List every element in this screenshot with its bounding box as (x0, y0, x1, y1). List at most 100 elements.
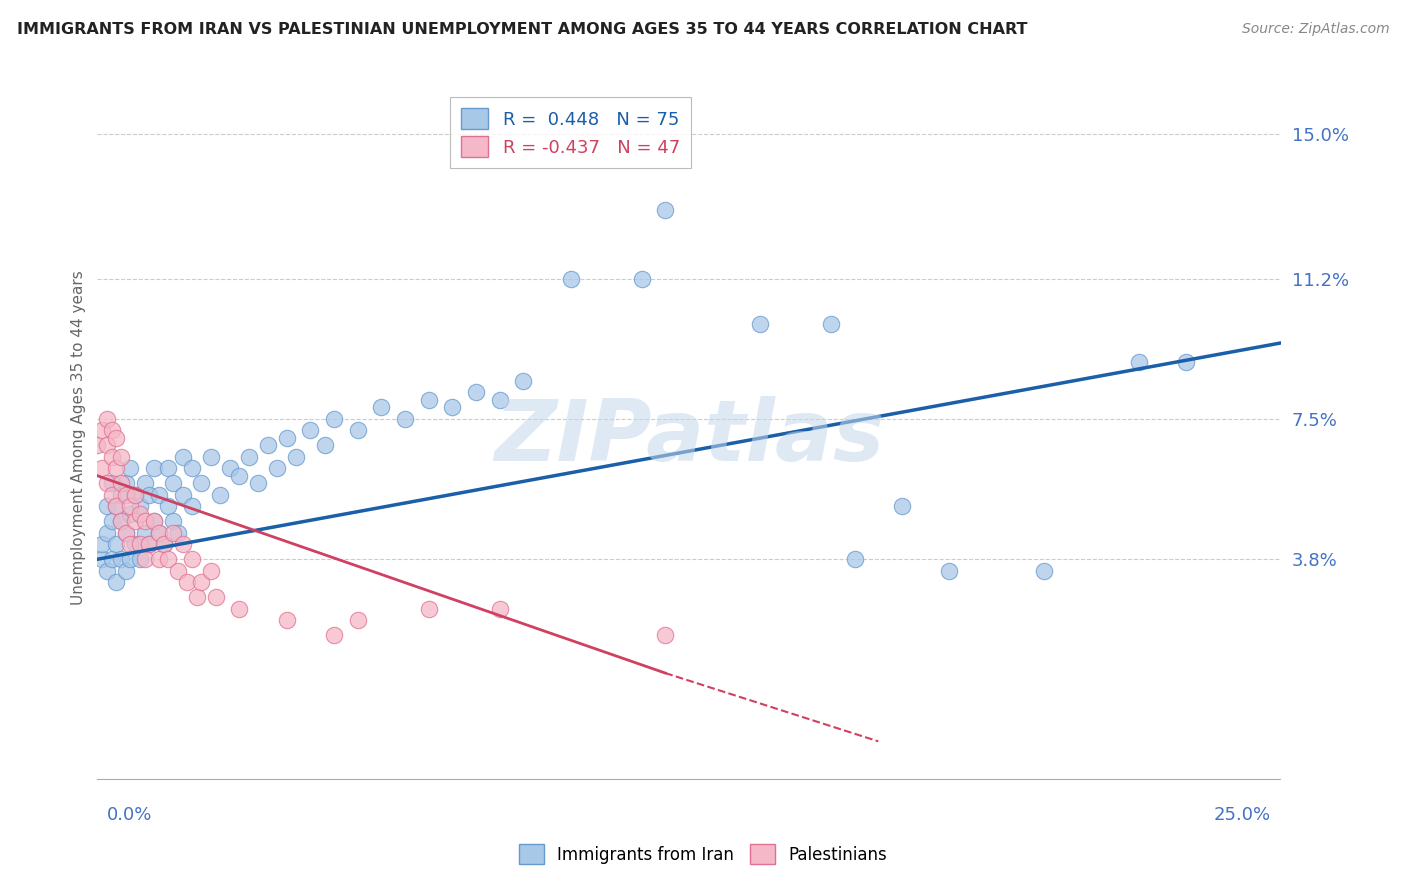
Point (285, 450, 308, 464)
Legend: R =  0.448   N = 75, R = -0.437   N = 47: R = 0.448 N = 75, R = -0.437 N = 47 (450, 97, 690, 168)
Point (100, 514, 122, 528)
Point (238, 450, 260, 464)
Point (314, 438, 336, 452)
Point (96, 525, 118, 540)
Point (256, 438, 278, 452)
Text: IMMIGRANTS FROM IRAN VS PALESTINIAN UNEMPLOYMENT AMONG AGES 35 TO 44 YEARS CORRE: IMMIGRANTS FROM IRAN VS PALESTINIAN UNEM… (17, 22, 1028, 37)
Point (143, 514, 166, 528)
Point (96, 476, 118, 491)
Point (105, 574, 128, 589)
Point (110, 552, 132, 566)
Point (110, 514, 132, 528)
Point (120, 499, 142, 513)
Point (129, 499, 152, 513)
Point (110, 476, 132, 491)
Point (1128, 355, 1150, 369)
Point (110, 488, 132, 502)
Point (166, 525, 188, 540)
Point (105, 431, 128, 445)
Point (1174, 355, 1197, 369)
Point (394, 412, 416, 426)
Point (200, 564, 222, 578)
Point (172, 537, 194, 551)
Point (129, 507, 152, 521)
Point (176, 574, 198, 589)
Point (152, 537, 174, 551)
Point (148, 525, 170, 540)
Point (204, 590, 226, 604)
Point (190, 574, 212, 589)
Point (190, 476, 212, 491)
Point (96, 499, 118, 513)
Point (152, 537, 174, 551)
Point (120, 537, 142, 551)
Point (110, 514, 132, 528)
Point (891, 499, 914, 513)
Point (181, 461, 204, 475)
Point (105, 461, 128, 475)
Point (228, 468, 250, 483)
Point (100, 450, 122, 464)
Point (105, 499, 128, 513)
Point (323, 628, 346, 642)
Point (91, 552, 114, 566)
Point (247, 476, 270, 491)
Point (100, 476, 122, 491)
Point (96, 438, 118, 452)
Point (120, 461, 142, 475)
Point (96, 412, 118, 426)
Point (96, 564, 118, 578)
Legend: Immigrants from Iran, Palestinians: Immigrants from Iran, Palestinians (512, 838, 894, 871)
Y-axis label: Unemployment Among Ages 35 to 44 years: Unemployment Among Ages 35 to 44 years (72, 270, 86, 605)
Point (172, 488, 194, 502)
Point (560, 271, 582, 285)
Point (266, 461, 288, 475)
Point (148, 525, 170, 540)
Point (114, 488, 136, 502)
Point (120, 552, 142, 566)
Point (181, 552, 204, 566)
Point (91, 423, 114, 437)
Point (124, 514, 146, 528)
Point (114, 476, 136, 491)
Point (844, 552, 866, 566)
Point (200, 450, 222, 464)
Point (209, 488, 232, 502)
Point (134, 514, 156, 528)
Point (157, 461, 180, 475)
Point (134, 525, 156, 540)
Point (370, 401, 392, 415)
Point (148, 552, 170, 566)
Point (465, 385, 488, 400)
Point (346, 613, 368, 627)
Point (749, 317, 772, 331)
Point (654, 203, 676, 218)
Text: ZIPatlas: ZIPatlas (494, 396, 884, 479)
Point (100, 423, 122, 437)
Point (120, 507, 142, 521)
Point (114, 525, 136, 540)
Point (512, 374, 534, 388)
Point (488, 392, 510, 407)
Point (100, 488, 122, 502)
Point (86, 438, 108, 452)
Point (143, 461, 166, 475)
Point (418, 392, 440, 407)
Point (91, 461, 114, 475)
Point (129, 552, 152, 566)
Point (138, 537, 160, 551)
Point (820, 317, 842, 331)
Point (134, 476, 156, 491)
Point (91, 537, 114, 551)
Point (228, 601, 250, 615)
Point (441, 401, 464, 415)
Point (114, 525, 136, 540)
Point (276, 431, 298, 445)
Point (124, 537, 146, 551)
Point (630, 271, 652, 285)
Point (488, 601, 510, 615)
Point (299, 423, 322, 437)
Point (138, 488, 160, 502)
Point (162, 514, 184, 528)
Point (138, 537, 160, 551)
